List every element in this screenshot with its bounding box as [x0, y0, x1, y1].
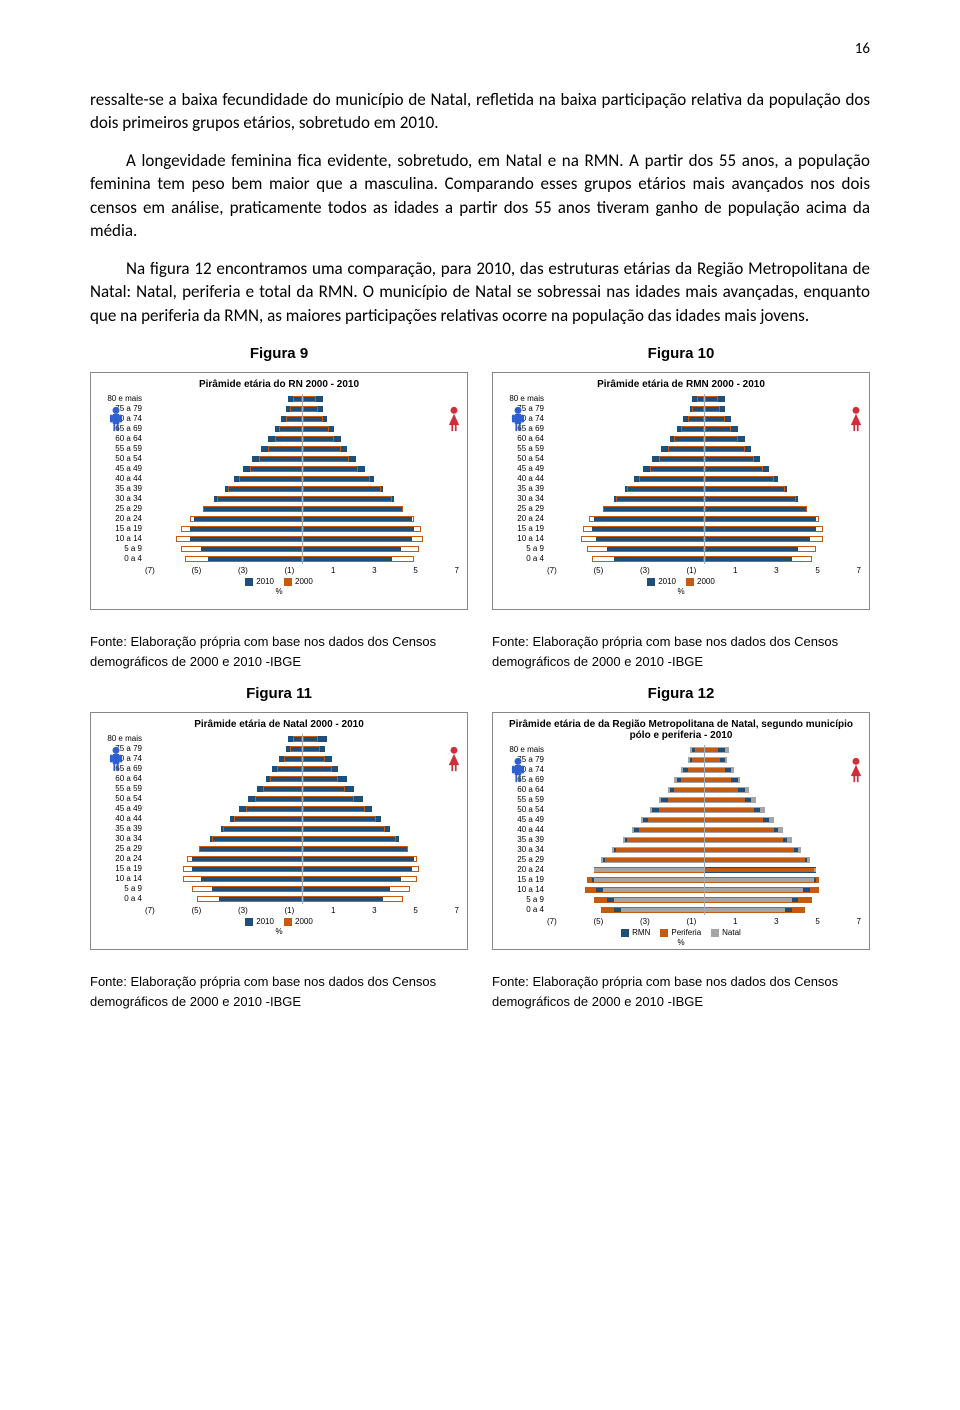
male-icon	[107, 746, 125, 777]
figure-row-2: Figura 11 Pirâmide etária de Natal 2000 …	[90, 685, 870, 950]
figure-12-caption: Fonte: Elaboração própria com base nos d…	[492, 972, 870, 1011]
chart-rmn: Pirâmide etária de RMN 2000 - 201080 e m…	[492, 372, 870, 610]
caption-row-1: Fonte: Elaboração própria com base nos d…	[90, 610, 870, 671]
male-icon	[509, 757, 527, 788]
chart-legend: 20102000	[99, 577, 459, 586]
chart-legend: RMNPeriferiaNatal	[501, 928, 861, 937]
chart-title: Pirâmide etária de RMN 2000 - 2010	[501, 379, 861, 390]
figure-9-caption: Fonte: Elaboração própria com base nos d…	[90, 632, 468, 671]
male-icon	[107, 406, 125, 437]
chart-legend: 20102000	[99, 917, 459, 926]
paragraph-2: A longevidade feminina fica evidente, so…	[90, 149, 870, 243]
chart-natal: Pirâmide etária de Natal 2000 - 201080 e…	[90, 712, 468, 950]
figure-12-label: Figura 12	[492, 685, 870, 702]
paragraph-1: ressalte-se a baixa fecundidade do munic…	[90, 88, 870, 135]
figure-9: Figura 9 Pirâmide etária do RN 2000 - 20…	[90, 345, 468, 610]
paragraph-3: Na figura 12 encontramos uma comparação,…	[90, 257, 870, 327]
figure-10: Figura 10 Pirâmide etária de RMN 2000 - …	[492, 345, 870, 610]
chart-comp: Pirâmide etária de da Região Metropolita…	[492, 712, 870, 950]
page-number: 16	[90, 40, 870, 58]
figure-12: Figura 12 Pirâmide etária de da Região M…	[492, 685, 870, 950]
caption-row-2: Fonte: Elaboração própria com base nos d…	[90, 950, 870, 1011]
male-icon	[509, 406, 527, 437]
figure-row-1: Figura 9 Pirâmide etária do RN 2000 - 20…	[90, 345, 870, 610]
chart-rn: Pirâmide etária do RN 2000 - 201080 e ma…	[90, 372, 468, 610]
body-text: ressalte-se a baixa fecundidade do munic…	[90, 88, 870, 327]
figure-10-label: Figura 10	[492, 345, 870, 362]
figure-11-label: Figura 11	[90, 685, 468, 702]
chart-title: Pirâmide etária do RN 2000 - 2010	[99, 379, 459, 390]
figure-11: Figura 11 Pirâmide etária de Natal 2000 …	[90, 685, 468, 950]
chart-title: Pirâmide etária de Natal 2000 - 2010	[99, 719, 459, 730]
figure-9-label: Figura 9	[90, 345, 468, 362]
figure-11-caption: Fonte: Elaboração própria com base nos d…	[90, 972, 468, 1011]
chart-legend: 20102000	[501, 577, 861, 586]
figure-10-caption: Fonte: Elaboração própria com base nos d…	[492, 632, 870, 671]
chart-title: Pirâmide etária de da Região Metropolita…	[501, 719, 861, 741]
